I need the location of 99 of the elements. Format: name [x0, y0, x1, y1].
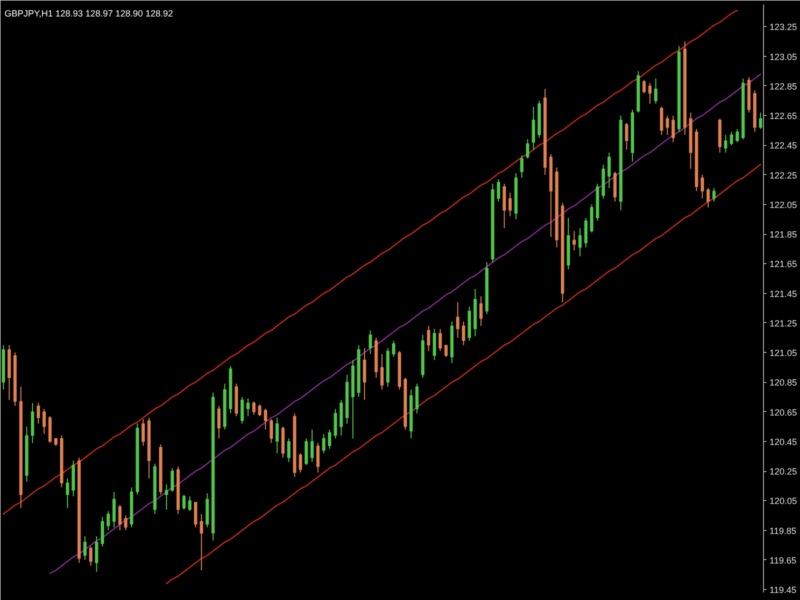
candlestick — [304, 438, 308, 466]
candlestick — [252, 400, 256, 416]
candlestick — [264, 408, 268, 430]
candlestick — [642, 80, 646, 94]
candlestick — [118, 504, 122, 531]
y-tick-label: 120.65 — [770, 407, 798, 418]
candlestick — [415, 383, 419, 414]
candlestick — [42, 408, 46, 435]
candlestick — [322, 434, 326, 454]
candlestick — [444, 344, 448, 358]
candlestick — [654, 78, 658, 104]
candlestick — [170, 468, 174, 492]
candlestick — [502, 183, 506, 229]
candlestick — [240, 396, 244, 424]
y-tick-label: 119.65 — [770, 555, 796, 566]
candlestick — [316, 442, 320, 474]
y-tick-label: 123.05 — [770, 52, 798, 62]
y-tick-label: 122.85 — [770, 81, 798, 92]
candlestick — [648, 82, 652, 104]
candlestick — [578, 228, 582, 257]
y-tick-label: 123.25 — [770, 22, 798, 32]
text: GBPJPY,H1 128.93 128.97 128.90 128.92 — [4, 8, 173, 18]
candlestick — [362, 348, 366, 400]
candlestick — [426, 325, 430, 352]
candlestick — [584, 217, 588, 248]
candlestick — [194, 502, 198, 528]
candlestick — [520, 155, 524, 178]
candlestick — [112, 491, 116, 528]
y-tick-label: 120.45 — [770, 436, 798, 447]
y-tick-label: 122.25 — [770, 170, 798, 180]
candlestick — [438, 328, 442, 352]
candlestick — [380, 354, 384, 390]
candlestick — [700, 174, 704, 200]
candlestick — [590, 204, 594, 234]
y-tick-label: 119.45 — [770, 585, 796, 596]
candlestick — [479, 296, 483, 326]
candlestick — [142, 418, 145, 446]
y-tick-label: 122.05 — [770, 200, 798, 210]
candlestick — [124, 514, 128, 531]
line-series — [2, 10, 738, 515]
candlestick — [496, 178, 500, 202]
y-tick-label: 119.85 — [770, 526, 796, 536]
y-tick-label: 120.05 — [770, 496, 798, 506]
candlestick — [89, 546, 92, 566]
candlestick — [94, 536, 98, 572]
y-tick-label: 121.45 — [770, 288, 798, 299]
candlestick — [508, 192, 512, 217]
candlestick — [736, 128, 739, 143]
candlestick — [328, 429, 332, 450]
candlestick — [706, 188, 710, 208]
y-tick-label: 121.65 — [770, 259, 798, 270]
candlestick — [758, 112, 762, 130]
candlestick — [660, 106, 664, 136]
line-series — [49, 74, 762, 574]
y-tick-label: 121.85 — [770, 230, 798, 240]
candlestick — [48, 416, 52, 444]
candlestick — [340, 399, 343, 436]
y-tick-label: 120.25 — [770, 466, 798, 477]
candlestick — [392, 340, 396, 358]
candlestick — [287, 438, 290, 463]
candlestick — [368, 330, 372, 355]
candlestick — [526, 138, 530, 160]
y-tick-label: 122.65 — [770, 111, 798, 122]
y-tick-label: 120.85 — [770, 378, 798, 388]
y-tick-label: 122.45 — [770, 140, 798, 151]
candlestick — [532, 106, 536, 150]
line-series — [166, 164, 762, 584]
candlestick — [462, 320, 466, 346]
candlestick — [270, 418, 273, 444]
candlestick — [298, 452, 302, 474]
y-tick-label: 121.05 — [770, 348, 798, 358]
candlestick — [188, 496, 192, 512]
candlestick — [66, 478, 70, 509]
candlestick — [100, 516, 104, 548]
candlestick — [36, 402, 40, 424]
candlestick — [334, 408, 338, 439]
candlestick — [613, 171, 617, 202]
candlestick — [246, 398, 250, 417]
candlestick — [182, 494, 186, 510]
candlestick — [666, 115, 670, 136]
candlestick — [572, 230, 576, 251]
candlestick — [456, 302, 460, 338]
candlestick — [310, 429, 314, 463]
candlestick — [730, 131, 734, 146]
candlestick — [217, 405, 221, 439]
candlestick — [608, 152, 611, 189]
candlestick — [712, 188, 716, 202]
candlestick — [200, 514, 204, 571]
candlestick — [276, 417, 279, 454]
candlestick — [106, 510, 110, 531]
candlestick — [30, 402, 34, 444]
candlestick — [724, 134, 728, 154]
candlestick — [83, 536, 87, 560]
candlestick — [164, 484, 168, 510]
candlestick — [432, 328, 436, 360]
candlestick — [625, 122, 628, 150]
candlestick — [672, 115, 675, 143]
y-tick-label: 121.25 — [770, 318, 798, 328]
candlestick — [258, 404, 262, 417]
